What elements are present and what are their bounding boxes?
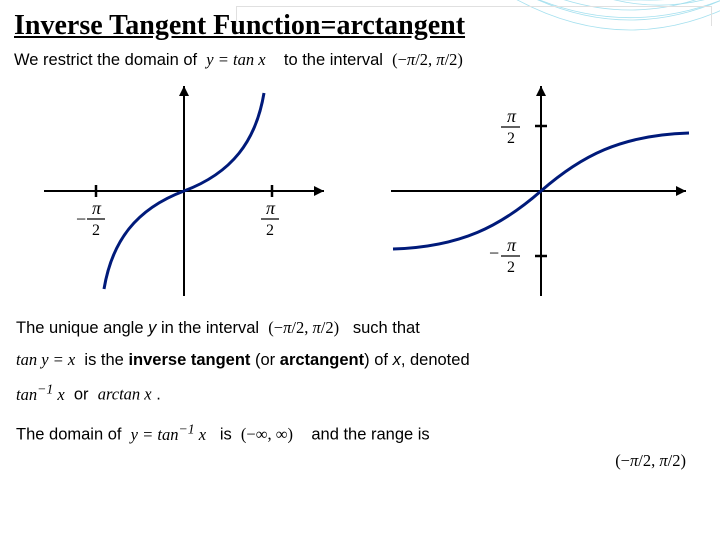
svg-text:π: π xyxy=(266,198,276,218)
expr-tany-x: tan y = x xyxy=(16,350,75,369)
domain-range-para: The domain of y = tan−1 x is (−∞, ∞) and… xyxy=(0,411,720,471)
def-d: is the xyxy=(84,351,128,369)
dr-c: and the range is xyxy=(311,426,429,444)
expr-interval-1: (−π/2, π/2) xyxy=(392,50,463,69)
expr-inf: (−∞, ∞) xyxy=(241,425,293,444)
def-b: in the interval xyxy=(156,319,259,337)
def-a: The unique angle xyxy=(16,319,148,337)
expr-arctan: arctan x xyxy=(98,385,152,404)
dr-a: The domain of xyxy=(16,426,121,444)
def-or: or xyxy=(74,386,89,404)
expr-interval-2: (−π/2, π/2) xyxy=(268,318,339,337)
svg-text:−: − xyxy=(76,209,86,229)
sheet-border xyxy=(236,6,712,26)
svg-text:2: 2 xyxy=(266,222,274,239)
svg-text:2: 2 xyxy=(92,222,100,239)
svg-text:π: π xyxy=(507,106,517,126)
intro-a: We restrict the domain of xyxy=(14,51,197,69)
def-bold2: arctangent xyxy=(280,351,364,369)
def-x: x xyxy=(393,351,401,369)
expr-y-invtan: y = tan−1 x xyxy=(131,425,206,444)
svg-text:2: 2 xyxy=(507,259,515,276)
expr-y-tanx: y = tan x xyxy=(206,50,265,69)
expr-invtan: tan−1 x xyxy=(16,385,65,404)
def-g: , denoted xyxy=(401,351,470,369)
definition-para: The unique angle y in the interval (−π/2… xyxy=(0,306,720,411)
expr-interval-3: (−π/2, π/2) xyxy=(615,451,686,470)
def-dot: . xyxy=(156,386,161,404)
intro-line: We restrict the domain of y = tan x to t… xyxy=(0,48,720,70)
def-f: ) of xyxy=(364,351,392,369)
svg-text:π: π xyxy=(507,235,517,255)
def-e: (or xyxy=(250,351,279,369)
svg-text:π: π xyxy=(92,198,102,218)
def-bold1: inverse tangent xyxy=(128,351,250,369)
def-c: such that xyxy=(353,319,420,337)
dr-b: is xyxy=(220,426,232,444)
chart-tangent: − π 2 π 2 xyxy=(24,76,344,306)
svg-text:−: − xyxy=(489,243,499,263)
svg-text:2: 2 xyxy=(507,130,515,147)
chart-arctangent: π 2 − π 2 xyxy=(376,76,696,306)
charts-row: − π 2 π 2 π 2 − π 2 xyxy=(0,70,720,306)
intro-b: to the interval xyxy=(284,51,383,69)
